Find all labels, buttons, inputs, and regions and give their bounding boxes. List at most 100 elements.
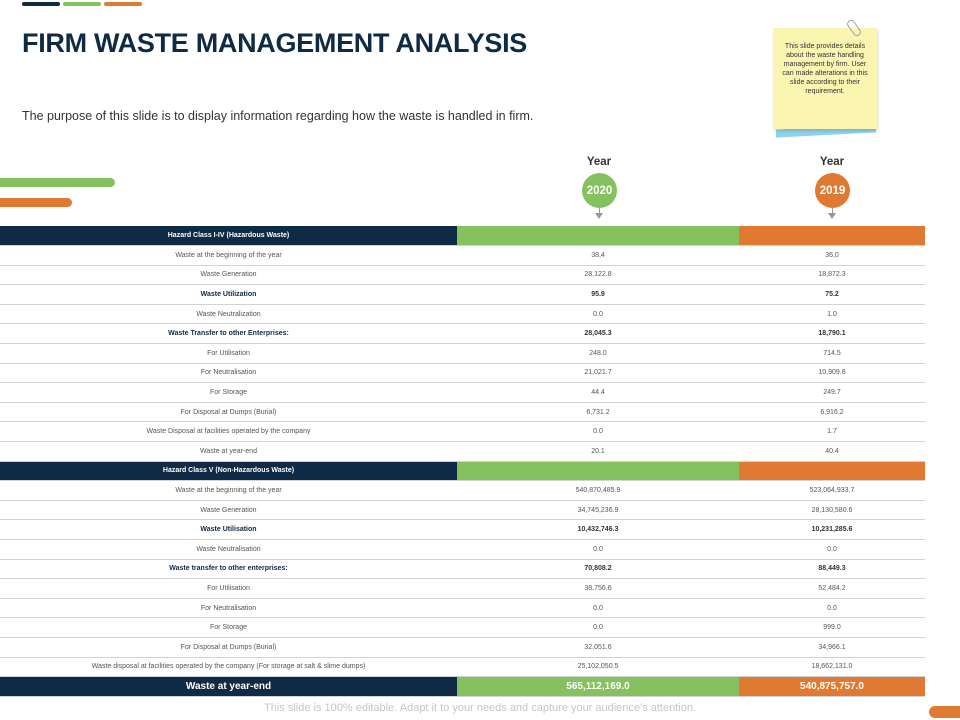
table-row: Waste Utilization 95.9 75.2 <box>0 284 925 305</box>
row-label: Waste Neutralization <box>0 304 457 325</box>
pin-arrow-icon <box>828 213 836 219</box>
table-row: For Storage 44.4 249.7 <box>0 382 925 403</box>
row-label: Waste Disposal at facilities operated by… <box>0 421 457 443</box>
waste-data-table: Hazard Class I-IV (Hazardous Waste) Waste… <box>0 226 925 698</box>
section-header-row: Hazard Class I-IV (Hazardous Waste) <box>0 226 925 247</box>
row-label: Waste Utilisation <box>0 519 457 540</box>
year-label-2020: Year <box>586 156 612 168</box>
value-2020: 20.1 <box>457 441 739 462</box>
value-2020: 248.0 <box>457 343 739 364</box>
value-2020: 34,745,236.9 <box>457 500 739 521</box>
section-title: Hazard Class V (Non-Hazardous Waste) <box>0 461 457 482</box>
value-2019: 10,909.8 <box>739 363 925 384</box>
total-label: Waste at year-end <box>0 676 457 698</box>
value-2020: 0.0 <box>457 539 739 560</box>
row-label: For Utilisation <box>0 578 457 599</box>
row-label: Waste Generation <box>0 265 457 286</box>
corner-accent <box>929 706 960 718</box>
table-row: For Neutralisation 0.0 0.0 <box>0 598 925 619</box>
value-2020: 44.4 <box>457 382 739 403</box>
value-2019: 0.0 <box>739 539 925 560</box>
row-label: Waste Neutralisation <box>0 539 457 560</box>
value-2019: 523,064,933.7 <box>739 480 925 501</box>
row-label: Waste Transfer to other Enterprises: <box>0 323 457 345</box>
value-2019: 999.0 <box>739 617 925 638</box>
year-badge-2019: 2019 <box>815 173 850 208</box>
table-row: For Neutralisation 21,021.7 10,909.8 <box>0 363 925 384</box>
pin-arrow-icon <box>595 213 603 219</box>
total-row: Waste at year-end 565,112,169.0 540,875,75… <box>0 676 925 698</box>
decorative-bar-green <box>0 178 115 187</box>
row-label: For Disposal at Dumps (Burial) <box>0 637 457 658</box>
section-title: Hazard Class I-IV (Hazardous Waste) <box>0 226 457 247</box>
table-row: For Utilisation 38,756.6 52,484.2 <box>0 578 925 599</box>
year-badge-2020: 2020 <box>582 173 617 208</box>
value-2019: 714.5 <box>739 343 925 364</box>
row-label: Waste at the beginning of the year <box>0 480 457 501</box>
decorative-bar-orange <box>0 198 72 207</box>
table-row: Waste Disposal at facilities operated by… <box>0 421 925 443</box>
section-green-cell <box>457 226 739 247</box>
value-2020: 70,808.2 <box>457 559 739 580</box>
top-accent-bar-navy <box>22 2 60 6</box>
row-label: Waste Generation <box>0 500 457 521</box>
section-orange-cell <box>739 461 925 482</box>
table-row: Waste at the beginning of the year 38,4 36… <box>0 245 925 266</box>
page-title: FIRM WASTE MANAGEMENT ANALYSIS <box>22 28 528 58</box>
section-green-cell <box>457 461 739 482</box>
value-2020: 38,756.6 <box>457 578 739 599</box>
value-2019: 34,966.1 <box>739 637 925 658</box>
row-label: Waste disposal at facilities operated by… <box>0 657 457 678</box>
row-label: For Utilisation <box>0 343 457 364</box>
table-row: Waste at year-end 20.1 40.4 <box>0 441 925 462</box>
value-2020: 0.0 <box>457 617 739 638</box>
sticky-note: This slide provides details about the wa… <box>773 28 877 129</box>
value-2020: 25,102,050.5 <box>457 657 739 678</box>
row-label: For Disposal at Dumps (Burial) <box>0 402 457 423</box>
value-2019: 18,790.1 <box>739 323 925 345</box>
year-pin-line-2020 <box>599 208 600 215</box>
value-2020: 38,4 <box>457 245 739 266</box>
table-row: Waste Neutralisation 0.0 0.0 <box>0 539 925 560</box>
total-2019: 540,875,757.0 <box>739 676 925 698</box>
value-2020: 6,731.2 <box>457 402 739 423</box>
table-row: Waste Neutralization 0.0 1.0 <box>0 304 925 325</box>
value-2019: 40.4 <box>739 441 925 462</box>
section-orange-cell <box>739 226 925 247</box>
value-2020: 28,122.8 <box>457 265 739 286</box>
value-2019: 10,231,285.6 <box>739 519 925 540</box>
table-row: For Storage 0.0 999.0 <box>0 617 925 638</box>
value-2019: 0.0 <box>739 598 925 619</box>
table-row: Waste Generation 34,745,236.9 28,130,580.6 <box>0 500 925 521</box>
value-2019: 249.7 <box>739 382 925 403</box>
value-2020: 95.9 <box>457 284 739 305</box>
table-row: Waste transfer to other enterprises: 70,8… <box>0 559 925 580</box>
value-2019: 88,449.3 <box>739 559 925 580</box>
value-2020: 0.0 <box>457 598 739 619</box>
value-2019: 6,916.2 <box>739 402 925 423</box>
value-2019: 75.2 <box>739 284 925 305</box>
year-label-2019: Year <box>819 156 845 168</box>
table-row: For Disposal at Dumps (Burial) 6,731.2 6,9… <box>0 402 925 423</box>
value-2020: 0.0 <box>457 421 739 443</box>
top-accent-bar-green <box>63 2 101 6</box>
row-label: Waste at the beginning of the year <box>0 245 457 266</box>
row-label: For Storage <box>0 617 457 638</box>
value-2019: 1.0 <box>739 304 925 325</box>
value-2020: 28,045.3 <box>457 323 739 345</box>
value-2020: 0.0 <box>457 304 739 325</box>
row-label: For Neutralisation <box>0 598 457 619</box>
year-pin-line-2019 <box>832 208 833 215</box>
value-2019: 18,662,131.0 <box>739 657 925 678</box>
sticky-note-text: This slide provides details about the wa… <box>782 43 868 95</box>
section-header-row: Hazard Class V (Non-Hazardous Waste) <box>0 461 925 482</box>
value-2019: 52,484.2 <box>739 578 925 599</box>
row-label: Waste transfer to other enterprises: <box>0 559 457 580</box>
row-label: For Neutralisation <box>0 363 457 384</box>
table-row: For Utilisation 248.0 714.5 <box>0 343 925 364</box>
row-label: For Storage <box>0 382 457 403</box>
table-row: Waste at the beginning of the year 540,87… <box>0 480 925 501</box>
value-2020: 540,870,485.9 <box>457 480 739 501</box>
table-row: For Disposal at Dumps (Burial) 32,051.6 34… <box>0 637 925 658</box>
row-label: Waste Utilization <box>0 284 457 305</box>
